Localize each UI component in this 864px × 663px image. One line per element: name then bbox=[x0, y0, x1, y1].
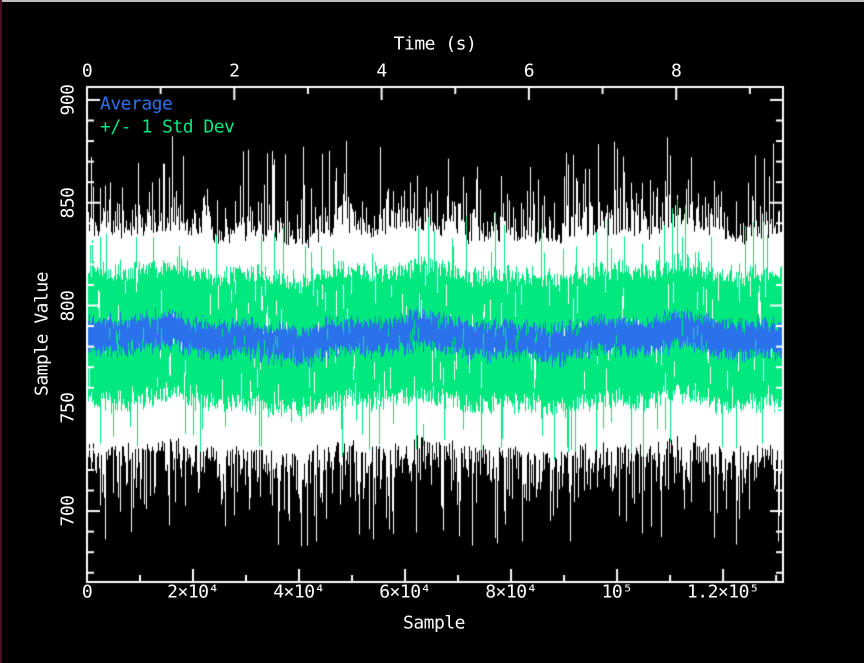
left-tick-label: 850 bbox=[57, 187, 79, 219]
top-tick-label: 8 bbox=[671, 60, 682, 82]
bottom-tick-label: 8×10⁴ bbox=[485, 581, 537, 603]
legend-item-std-dev: +/- 1 Std Dev bbox=[100, 116, 235, 138]
left-tick-label: 900 bbox=[57, 84, 79, 116]
top-axis-title: Time (s) bbox=[393, 33, 477, 55]
left-tick-label: 750 bbox=[57, 392, 79, 424]
left-tick-label: 700 bbox=[57, 495, 79, 527]
top-tick-label: 2 bbox=[229, 60, 240, 82]
bottom-tick-label: 4×10⁴ bbox=[273, 581, 325, 603]
y-axis-title: Sample Value bbox=[31, 271, 53, 397]
bottom-tick-label: 10⁵ bbox=[601, 581, 634, 603]
left-tick-label: 800 bbox=[57, 289, 79, 322]
legend-item-average: Average bbox=[100, 93, 173, 115]
bottom-tick-label: 6×10⁴ bbox=[379, 581, 431, 603]
bottom-axis-title: Sample bbox=[402, 612, 466, 634]
top-tick-label: 6 bbox=[523, 60, 535, 82]
bottom-tick-label: 2×10⁴ bbox=[167, 581, 219, 603]
bottom-tick-label: 1.2×10⁵ bbox=[686, 581, 760, 603]
top-tick-label: 0 bbox=[81, 60, 93, 82]
top-tick-label: 4 bbox=[376, 60, 387, 82]
bottom-tick-label: 0 bbox=[81, 581, 93, 603]
